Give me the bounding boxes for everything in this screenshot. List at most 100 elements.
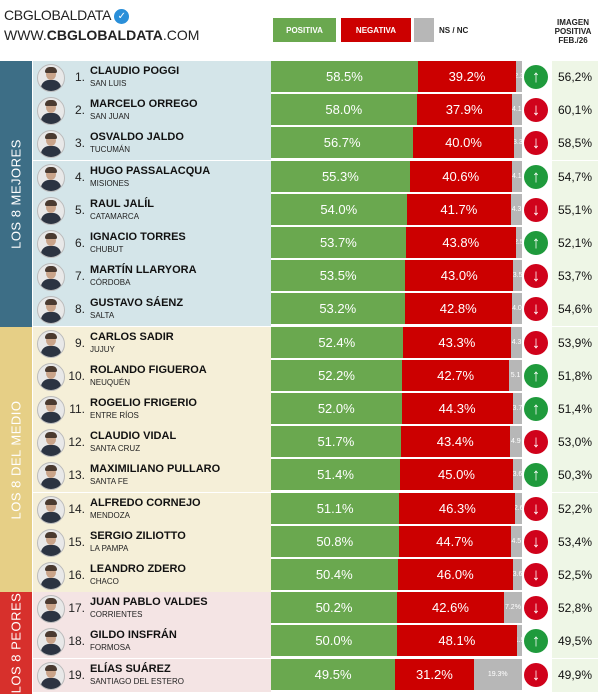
table-row: 2. MARCELO ORREGO SAN JUAN 58.0% 37.9% 4.1 ↓ 60… [33, 94, 598, 128]
nsnc-bar: 2.6 [515, 492, 522, 524]
avatar [37, 362, 65, 391]
name-cell [33, 559, 271, 592]
governor-name: CLAUDIO VIDAL [90, 430, 177, 443]
stacked-bar: 50.2% 42.6% 7.2% [271, 592, 522, 624]
imagen-positiva-value: 49,5% [552, 625, 598, 659]
name-cell [33, 426, 271, 460]
nsnc-bar: 3.6 [512, 459, 522, 491]
brand-name: CBGLOBALDATA ✓ [4, 7, 130, 24]
arrow-up-icon: ↑ [524, 397, 548, 421]
arrow-down-icon: ↓ [524, 98, 548, 123]
legend-nsnc: NS / NC [439, 25, 469, 35]
rank-number: 7. [74, 269, 85, 284]
group-band-worst: LOS 8 PEORES [0, 592, 32, 694]
name-cell [33, 61, 271, 94]
table-row: 12. CLAUDIO VIDAL SANTA CRUZ 51.7% 43.4% 4.9 ↓… [33, 426, 598, 460]
imagen-positiva-value: 54,6% [552, 293, 598, 327]
avatar [37, 97, 65, 126]
legend: POSITIVA NEGATIVA NS / NC [273, 18, 468, 42]
rank-number: 5. [74, 202, 85, 217]
name-cell [33, 592, 271, 626]
positive-bar: 51.7% [271, 426, 401, 458]
governor-name: ROGELIO FRIGERIO [90, 397, 197, 409]
negative-bar: 42.6% [397, 592, 504, 624]
name-cell [33, 293, 271, 327]
positive-bar: 50.4% [271, 559, 398, 590]
governor-name: LEANDRO ZDERO [90, 563, 186, 575]
negative-bar: 43.3% [402, 326, 512, 358]
positive-bar: 53.2% [271, 293, 405, 325]
negative-bar: 46.0% [397, 559, 513, 590]
province-name: NEUQUÉN [90, 377, 131, 387]
imagen-positiva-value: 52,2% [552, 492, 598, 526]
negative-bar: 40.0% [413, 127, 514, 159]
positive-bar: 54.0% [271, 193, 407, 225]
arrow-down-icon: ↓ [524, 596, 548, 621]
negative-bar: 44.7% [398, 525, 511, 557]
rank-number: 18. [68, 634, 85, 649]
province-name: LA PAMPA [90, 543, 129, 553]
website-url: WWW.CBGLOBALDATA.COM [4, 27, 200, 43]
avatar [37, 329, 65, 358]
stacked-bar: 53.5% 43.0% 3.5 [271, 260, 522, 292]
name-cell [33, 127, 271, 161]
province-name: CHACO [90, 577, 119, 586]
name-cell [33, 492, 271, 526]
governor-name: HUGO PASSALACQUA [90, 164, 211, 177]
arrow-down-icon: ↓ [524, 430, 548, 455]
table-row: 1. CLAUDIO POGGI SAN LUIS 58.5%39.2%2.3↑56,… [33, 61, 598, 94]
stacked-bar: 55.3% 40.6% 4.1 [271, 160, 522, 192]
governor-name: MARCELO ORREGO [90, 98, 198, 111]
province-name: CÓRDOBA [90, 278, 131, 288]
governor-name: JUAN PABLO VALDES [90, 596, 208, 609]
negative-bar: 43.8% [405, 227, 516, 258]
stacked-bar: 49.5% 31.2% 19.3% [271, 658, 522, 690]
avatar [37, 628, 65, 657]
nsnc-bar: 2.5 [515, 227, 522, 258]
nsnc-bar: 19.3% [473, 658, 522, 690]
stacked-bar: 50.8% 44.7% 4.5 [271, 525, 522, 557]
province-name: ENTRE RÍOS [90, 411, 139, 420]
negative-bar: 40.6% [409, 160, 512, 192]
positive-bar: 51.4% [271, 459, 400, 491]
governor-name: ALFREDO CORNEJO [90, 496, 201, 509]
avatar [37, 263, 65, 292]
name-cell [33, 227, 271, 260]
negative-bar: 37.9% [416, 94, 512, 126]
group-band-middle: LOS 8 DEL MEDIO [0, 327, 32, 592]
rank-number: 10. [68, 368, 85, 383]
positive-bar: 56.7% [271, 127, 414, 159]
imagen-header-line2: POSITIVA [554, 27, 592, 36]
imagen-positiva-value: 52,5% [552, 559, 598, 592]
governor-name: SERGIO ZILIOTTO [90, 529, 186, 542]
table-row: 5. RAUL JALÍL CATAMARCA 54.0% 41.7% 4.3 ↓ 55,1% [33, 193, 598, 227]
province-name: SANTIAGO DEL ESTERO [90, 676, 184, 686]
imagen-positiva-value: 51,8% [552, 359, 598, 393]
positive-bar: 58.5% [271, 61, 418, 92]
positive-bar: 50.2% [271, 592, 397, 624]
nsnc-bar: 5.1 [509, 359, 522, 391]
avatar [37, 495, 65, 524]
imagen-positiva-value: 55,1% [552, 193, 598, 227]
rank-number: 11. [69, 402, 85, 416]
table-row: 15. SERGIO ZILIOTTO LA PAMPA 50.8% 44.7% 4.5 ↓… [33, 525, 598, 559]
rank-number: 16. [68, 568, 85, 582]
rank-number: 14. [68, 501, 85, 516]
group-band-best: LOS 8 MEJORES [0, 61, 32, 327]
table-row: 11. ROGELIO FRIGERIO ENTRE RÍOS 52.0% 44.3% 3… [33, 393, 598, 426]
stacked-bar: 58.5%39.2%2.3 [271, 61, 522, 92]
arrow-up-icon: ↑ [524, 629, 548, 654]
arrow-down-icon: ↓ [524, 264, 548, 289]
name-cell [33, 260, 271, 294]
negative-bar: 42.7% [402, 359, 510, 391]
avatar [37, 661, 65, 690]
arrow-up-icon: ↑ [524, 463, 548, 488]
stacked-bar: 51.1% 46.3% 2.6 [271, 492, 522, 524]
nsnc-bar: 2.3 [516, 61, 522, 92]
positive-bar: 53.7% [271, 227, 406, 258]
avatar [37, 130, 65, 159]
nsnc-bar: 7.2% [503, 592, 522, 624]
name-cell [33, 658, 271, 692]
imagen-positiva-value: 49,9% [552, 658, 598, 692]
